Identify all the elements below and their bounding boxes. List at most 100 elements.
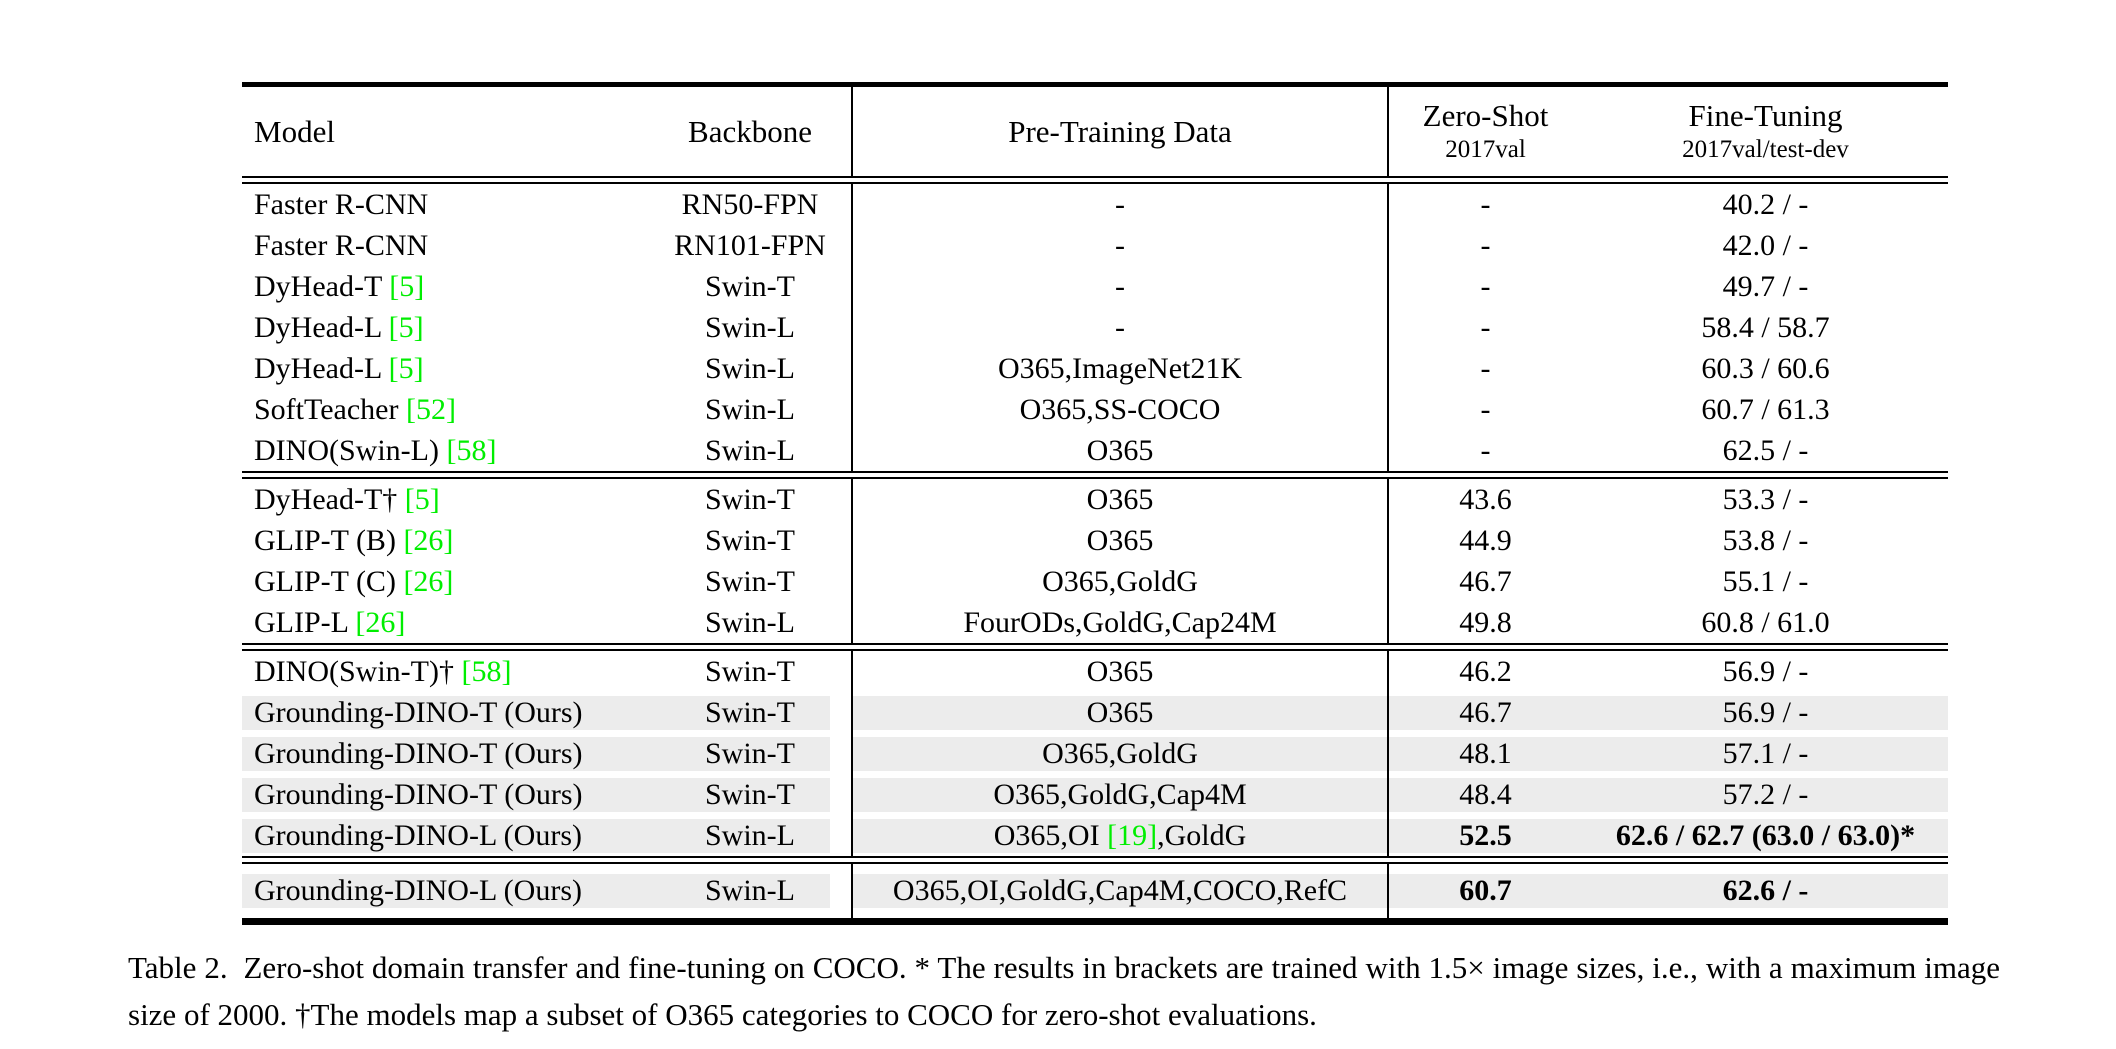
citation-link[interactable]: [26] [355,605,406,639]
model-name: GLIP-T (B) [254,523,404,557]
cell-model: Faster R-CNN [242,229,648,263]
table-row-highlighted: Grounding-DINO-T (Ours) Swin-T O365,Gold… [242,733,1948,774]
citation-link[interactable]: [52] [406,392,456,426]
cell-model: Grounding-DINO-T (Ours) [242,777,648,812]
cell-model: DyHead-L [5] [242,311,648,345]
cell-backbone: Swin-L [705,392,795,426]
pretrain-text: O365 [1086,433,1154,467]
cell-backbone: Swin-T [648,695,852,730]
cell-fine-tuning: 56.9 / - [1722,654,1809,688]
table-row-highlighted: Grounding-DINO-L (Ours) Swin-L O365,OI [… [242,815,1948,856]
citation-link[interactable]: [58] [446,433,497,467]
table-row-highlighted: Grounding-DINO-L (Ours) Swin-L O365,OI,G… [242,864,1948,918]
cell-zero-shot: - [1480,351,1491,385]
cell-fine-tuning: 56.9 / - [1583,695,1948,730]
model-name: DyHead-L [254,310,389,344]
section-divider-rule [242,176,1948,184]
header-backbone: Backbone [688,113,812,149]
cell-backbone: Swin-L [705,433,795,467]
cell-model: DINO(Swin-L) [58] [242,434,648,468]
cell-model: Grounding-DINO-L (Ours) [242,874,648,908]
table-top-rule [242,82,1948,87]
cell-backbone: Swin-L [705,351,795,385]
pretrain-text: O365,GoldG [1042,736,1198,770]
model-name: DINO(Swin-T)† [254,654,462,688]
cell-pretrain-data: - [852,311,1388,345]
table-block-final: Grounding-DINO-L (Ours) Swin-L O365,OI,G… [242,864,1948,918]
table-row: DINO(Swin-L) [58] Swin-L O365 - 62.5 / - [242,430,1948,471]
cell-model: Grounding-DINO-T (Ours) [242,736,648,771]
pretrain-text: O365,GoldG,Cap4M [993,777,1247,811]
cell-pretrain-data: O365,GoldG [852,565,1388,599]
cell-backbone: Swin-T [648,736,852,771]
cell-fine-tuning: 55.1 / - [1722,564,1809,598]
cell-pretrain-data: O365,SS-COCO [852,393,1388,427]
cell-zero-shot: 52.5 [1388,818,1583,853]
cell-fine-tuning: 60.8 / 61.0 [1701,605,1830,639]
cell-pretrain-data: O365,GoldG [852,736,1388,771]
table-block-ours: DINO(Swin-T)† [58] Swin-T O365 46.2 56.9… [242,651,1948,856]
table-bottom-rule [242,918,1948,925]
citation-link[interactable]: [5] [389,269,425,303]
citation-link[interactable]: [5] [388,351,424,385]
citation-link[interactable]: [26] [403,523,454,557]
cell-zero-shot: 48.1 [1388,736,1583,771]
cell-fine-tuning: 62.6 / 62.7 (63.0 / 63.0)* [1583,818,1948,853]
cell-zero-shot: - [1480,187,1491,221]
citation-link[interactable]: [5] [404,482,440,516]
table-row: DyHead-T† [5] Swin-T O365 43.6 53.3 / - [242,479,1948,520]
table-row: DINO(Swin-T)† [58] Swin-T O365 46.2 56.9… [242,651,1948,692]
cell-fine-tuning: 62.5 / - [1722,433,1809,467]
pretrain-text: O365,OI,GoldG,Cap4M,COCO,RefC [892,874,1348,907]
cell-model: Faster R-CNN [242,188,648,222]
cell-model: DyHead-T† [5] [242,483,648,517]
table-row: SoftTeacher [52] Swin-L O365,SS-COCO - 6… [242,389,1948,430]
results-table: Model Backbone Pre-Training Data Zero-Sh… [242,82,1948,925]
cell-pretrain-data: O365 [852,695,1388,730]
column-divider [851,184,853,471]
cell-fine-tuning: 60.3 / 60.6 [1701,351,1830,385]
cell-backbone: Swin-L [648,874,852,908]
header-model: Model [254,113,335,149]
header-zero-shot-subtitle: 2017val [1445,136,1526,164]
header-zero-shot-title: Zero-Shot [1422,98,1549,134]
cell-zero-shot: 46.7 [1459,564,1512,598]
table-row-highlighted: Grounding-DINO-T (Ours) Swin-T O365,Gold… [242,774,1948,815]
cell-zero-shot: - [1480,310,1491,344]
cell-zero-shot: 44.9 [1459,523,1512,557]
citation-link[interactable]: [26] [403,564,454,598]
cell-pretrain-data: O365,GoldG,Cap4M [852,777,1388,812]
cell-model: DINO(Swin-T)† [58] [242,655,648,689]
citation-link[interactable]: [19] [1107,818,1158,852]
cell-fine-tuning: 53.3 / - [1722,482,1809,516]
pretrain-text: O365,ImageNet21K [997,351,1243,385]
cell-pretrain-data: O365 [852,483,1388,517]
cell-zero-shot: - [1480,269,1491,303]
model-name: Faster R-CNN [254,187,429,221]
table-row: DyHead-L [5] Swin-L O365,ImageNet21K - 6… [242,348,1948,389]
model-name: Grounding-DINO-T (Ours) [254,777,583,811]
model-name: GLIP-T (C) [254,564,404,598]
section-divider-rule [242,856,1948,864]
header-fine-tuning-title: Fine-Tuning [1688,98,1843,134]
pretrain-text: ,GoldG [1157,818,1247,852]
model-name: Faster R-CNN [254,228,429,262]
cell-backbone: RN101-FPN [674,228,826,262]
cell-pretrain-data: O365 [852,434,1388,468]
pretrain-text: FourODs,GoldG,Cap24M [963,605,1277,639]
cell-pretrain-data: O365,ImageNet21K [852,352,1388,386]
section-divider-rule [242,643,1948,651]
model-name: DINO(Swin-L) [254,433,447,467]
cell-pretrain-data: O365,OI [19],GoldG [852,818,1388,853]
cell-fine-tuning: 58.4 / 58.7 [1701,310,1830,344]
cell-zero-shot: 49.8 [1459,605,1512,639]
pretrain-text: - [1115,269,1125,303]
model-name: Grounding-DINO-T (Ours) [254,736,583,770]
cell-zero-shot: - [1480,433,1491,467]
cell-fine-tuning: 57.2 / - [1583,777,1948,812]
citation-link[interactable]: [5] [388,310,424,344]
citation-link[interactable]: [58] [461,654,512,688]
cell-pretrain-data: - [852,188,1388,222]
table-row: DyHead-L [5] Swin-L - - 58.4 / 58.7 [242,307,1948,348]
table-header-row: Model Backbone Pre-Training Data Zero-Sh… [242,87,1948,176]
